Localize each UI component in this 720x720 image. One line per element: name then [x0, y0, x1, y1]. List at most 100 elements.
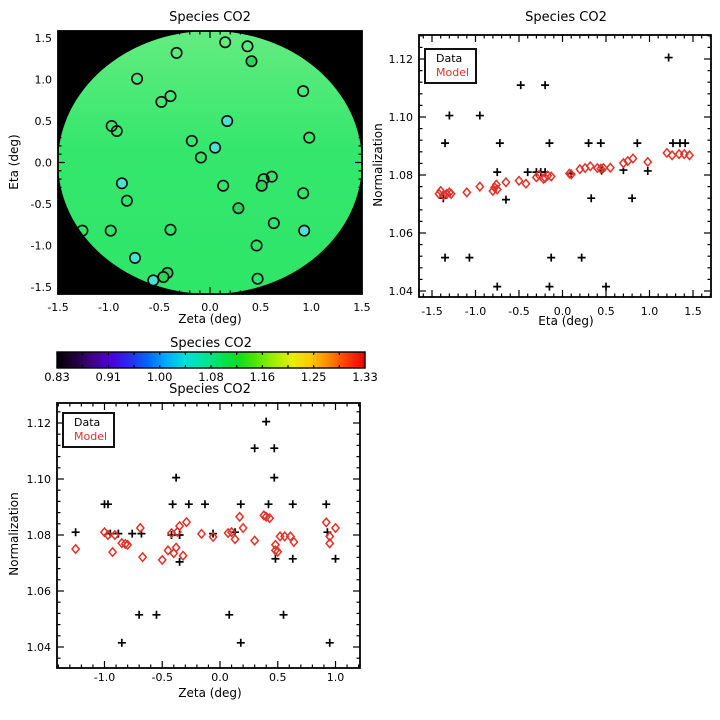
zeta-plot-group-ytick-label: 1.08	[27, 529, 52, 542]
zeta-plot-group-xtick-label: -0.5	[152, 671, 173, 684]
model-point-diamond	[585, 160, 595, 172]
model-point-diamond	[618, 157, 628, 169]
colorbar-tick-label: 1.25	[301, 370, 327, 384]
model-point-diamond	[462, 187, 472, 198]
model-point-diamond	[521, 178, 531, 190]
model-point-diamond	[446, 188, 456, 200]
map-source-circle	[241, 40, 254, 53]
data-point-plus	[322, 500, 331, 509]
model-point-diamond	[289, 536, 299, 548]
model-point-diamond	[628, 153, 638, 164]
model-point-diamond	[270, 539, 281, 551]
map-source-circle	[147, 274, 160, 287]
map-source-circle	[298, 224, 311, 237]
data-point-plus	[465, 253, 474, 262]
map-xtick-label: -0.5	[149, 301, 170, 314]
map-plot-group: -1.5 -1.0 -0.5 0.0 0.5 1.0 1.5 1.5 1.0 0.5 0.0 -0.5…	[31, 30, 371, 314]
data-point-plus	[236, 638, 245, 647]
map-source-circle	[217, 179, 230, 192]
map-source-circle	[267, 217, 280, 230]
zeta-plot-group-ytick-label: 1.04	[27, 641, 52, 654]
data-point-plus	[547, 253, 556, 262]
zeta-plot-legend: Data Model	[62, 412, 116, 448]
model-point-diamond	[605, 162, 615, 174]
data-point-plus	[493, 168, 502, 177]
data-point-plus	[184, 500, 193, 509]
model-point-diamond	[596, 163, 606, 174]
data-point-plus	[250, 444, 259, 453]
model-point-diamond	[250, 535, 260, 546]
zeta-plot-group-xtick-label: 0.5	[269, 671, 287, 684]
model-point-diamond	[223, 527, 233, 539]
model-point-diamond	[679, 148, 689, 160]
model-point-diamond	[208, 531, 218, 543]
map-xtick-label: 0.0	[201, 301, 219, 314]
model-point-diamond	[330, 522, 341, 534]
data-point-plus	[664, 53, 673, 62]
map-ytick-label: 0.5	[35, 115, 53, 128]
colorbar-tick-label: 0.83	[44, 370, 70, 384]
data-point-plus	[475, 111, 484, 120]
data-point-plus	[681, 139, 690, 148]
data-point-plus	[441, 139, 450, 148]
model-point-diamond	[273, 546, 283, 558]
map-xtick-label: 1.0	[303, 301, 321, 314]
data-point-plus	[288, 554, 297, 563]
model-point-diamond	[103, 529, 113, 541]
model-point-diamond	[491, 179, 501, 190]
data-point-plus	[236, 500, 245, 509]
map-source-circle	[129, 251, 142, 264]
data-point-plus	[587, 194, 596, 203]
map-source-circle	[194, 151, 207, 164]
data-point-plus	[501, 195, 510, 204]
model-point-diamond	[531, 171, 541, 183]
colorbar-group: 0.83 0.91 1.00 1.08 1.16 1.25 1.33	[44, 351, 378, 384]
model-point-diamond	[534, 169, 544, 181]
map-source-circle	[164, 90, 177, 103]
model-point-diamond	[99, 526, 110, 538]
map-xaxis-label: Zeta (deg)	[178, 312, 242, 326]
data-point-plus	[628, 194, 637, 203]
data-point-plus	[172, 473, 181, 482]
map-source-circle	[245, 55, 258, 68]
map-source-circle	[219, 36, 232, 49]
map-source-circle	[155, 95, 168, 108]
data-point-plus	[633, 139, 642, 148]
map-source-circle	[157, 270, 170, 283]
legend-model-entry: Model	[436, 66, 470, 79]
map-source-circle	[221, 115, 234, 128]
data-point-plus	[493, 282, 502, 291]
map-xtick-label: -1.5	[47, 301, 68, 314]
model-point-diamond	[174, 520, 185, 532]
eta-plot-yaxis-label: Normalization	[371, 123, 385, 207]
data-point-plus	[262, 417, 271, 426]
zeta-plot-group: -1.0 -0.5 0.0 0.5 1.0 1.04 1.06 1.08 1.10 1.12	[27, 402, 361, 684]
data-point-plus	[602, 282, 610, 291]
model-point-diamond	[546, 171, 556, 182]
map-ytick-label: -1.5	[31, 281, 52, 294]
legend-data-entry: Data	[74, 416, 101, 429]
colorbar-tick-label: 1.00	[147, 370, 173, 384]
data-point-plus	[288, 500, 297, 509]
data-point-plus	[270, 444, 279, 453]
colorbar-tick-label: 0.91	[96, 370, 122, 384]
map-source-circle	[297, 187, 310, 200]
zeta-plot-group-ytick-label: 1.12	[27, 417, 52, 430]
data-point-plus	[577, 253, 586, 262]
legend-model-entry: Model	[74, 430, 108, 443]
map-source-circle	[76, 224, 89, 237]
data-point-plus	[445, 111, 454, 120]
eta-plot-group-xtick-label: 1.5	[684, 305, 702, 318]
zeta-plot-xaxis-label: Zeta (deg)	[178, 686, 242, 700]
data-point-plus	[175, 557, 184, 566]
model-point-diamond	[163, 545, 173, 556]
zeta-plot-group-xtick-label: 1.0	[327, 671, 345, 684]
model-point-diamond	[265, 512, 275, 524]
map-ytick-label: 1.0	[35, 74, 53, 87]
data-point-plus	[200, 500, 209, 509]
data-point-plus	[331, 554, 340, 563]
data-point-plus	[516, 81, 525, 90]
model-point-diamond	[285, 531, 296, 542]
model-point-diamond	[171, 542, 181, 553]
